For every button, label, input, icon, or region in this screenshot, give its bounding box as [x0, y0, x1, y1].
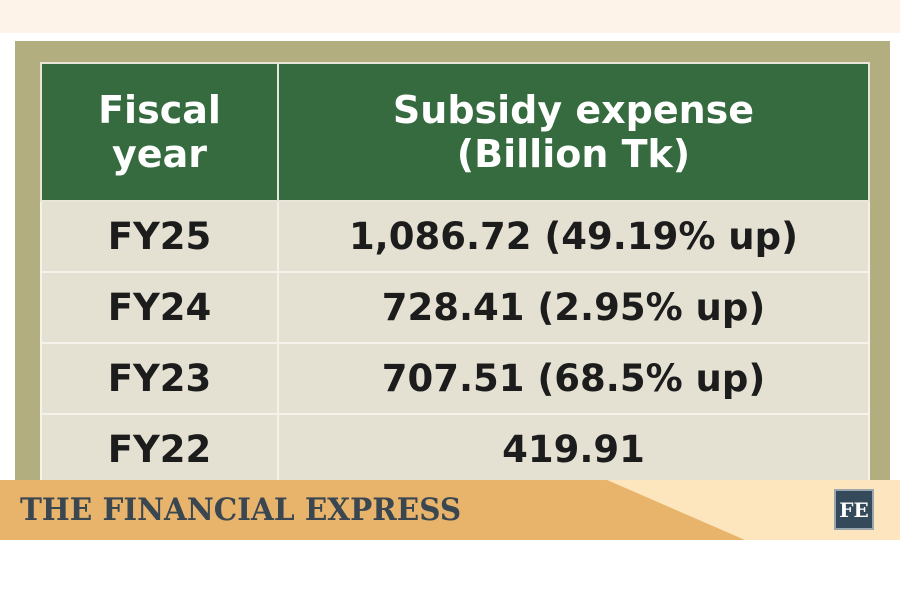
year-cell: FY25: [40, 200, 279, 273]
header-fiscal-year: Fiscal year: [40, 62, 279, 202]
header-line: Fiscal: [98, 88, 221, 132]
header-line: Subsidy expense: [392, 88, 755, 132]
fe-logo-icon: FE: [834, 489, 874, 530]
top-band: [0, 0, 900, 33]
table-row: FY25 1,086.72 (49.19% up): [40, 200, 870, 273]
header-subsidy: Subsidy expense (Billion Tk): [277, 62, 870, 202]
year-cell: FY23: [40, 342, 279, 415]
header-row: Fiscal year Subsidy expense (Billion Tk): [40, 62, 870, 202]
table-row: FY22 419.91: [40, 413, 870, 486]
subsidy-table: Fiscal year Subsidy expense (Billion Tk) F…: [40, 62, 870, 486]
year-cell: FY22: [40, 413, 279, 486]
header-line: (Billion Tk): [456, 132, 691, 176]
value-cell: 419.91: [277, 413, 870, 486]
footer-banner: [0, 480, 900, 540]
banner-accent: [0, 480, 745, 540]
brand-name: THE FINANCIAL EXPRESS: [20, 492, 462, 528]
value-cell: 1,086.72 (49.19% up): [277, 200, 870, 273]
value-cell: 707.51 (68.5% up): [277, 342, 870, 415]
header-line: year: [112, 132, 207, 176]
value-cell: 728.41 (2.95% up): [277, 271, 870, 344]
year-cell: FY24: [40, 271, 279, 344]
table-row: FY24 728.41 (2.95% up): [40, 271, 870, 344]
table-row: FY23 707.51 (68.5% up): [40, 342, 870, 415]
